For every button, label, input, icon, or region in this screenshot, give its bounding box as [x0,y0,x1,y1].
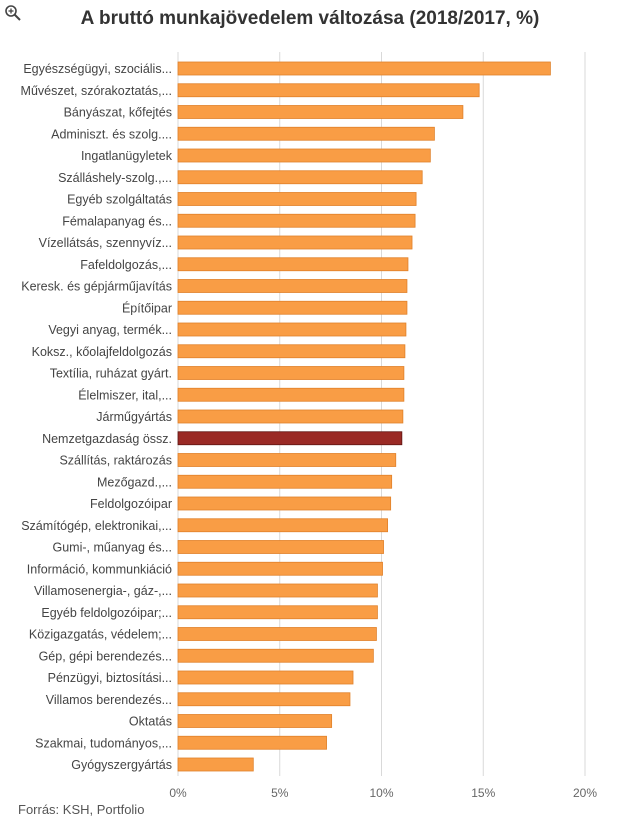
bar[interactable] [177,605,378,620]
category-label: Keresk. és gépjárműjavítás [21,280,172,294]
category-label: Élelmiszer, ital,... [78,387,172,402]
category-label: Művészet, szórakoztatás,... [21,84,172,98]
bar[interactable] [177,518,389,533]
category-label: Járműgyártás [96,410,172,424]
category-label: Információ, kommunkiáció [27,562,172,576]
bar[interactable] [177,83,480,98]
x-tick-label: 5% [271,786,289,800]
bar[interactable] [177,126,435,141]
bar[interactable] [177,409,404,424]
category-label: Nemzetgazdaság össz. [42,432,172,446]
bar[interactable] [177,496,392,511]
bar[interactable] [177,648,374,663]
category-label: Adminiszt. és szolg.... [51,127,172,141]
category-label: Mezőgazd.,... [97,475,172,489]
x-tick-label: 20% [573,786,597,800]
bar[interactable] [177,453,397,467]
source-note: Forrás: KSH, Portfolio [18,802,145,817]
category-label: Számítógép, elektronikai,... [21,519,172,533]
bar[interactable] [177,627,377,641]
category-label: Villamosenergia-, gáz-,... [34,584,172,598]
x-tick-label: 10% [369,786,393,800]
bar[interactable] [177,387,405,402]
bar[interactable] [177,344,406,359]
category-label: Építőipar [122,300,172,315]
x-tick-label: 0% [169,786,187,800]
category-label: Gép, gépi berendezés... [39,649,172,663]
bar[interactable] [177,757,254,772]
bar[interactable] [177,105,464,119]
category-label: Textília, ruházat gyárt. [50,367,172,381]
bar-highlight[interactable] [177,431,403,446]
category-label: Villamos berendezés... [46,693,172,707]
zoom-icon[interactable] [4,4,22,22]
category-label: Egyéb feldolgozóipar;... [41,606,172,620]
chart-title: A bruttó munkajövedelem változása (2018/… [80,8,540,29]
bar[interactable] [177,540,384,554]
category-label: Szálláshely-szolg.,... [58,171,172,185]
bar[interactable] [177,583,378,598]
bar[interactable] [177,148,431,163]
bar[interactable] [177,692,351,707]
category-label: Szakmai, tudományos,... [35,736,172,750]
bar[interactable] [177,170,423,185]
category-label: Vegyi anyag, termék... [48,323,172,337]
bar[interactable] [177,192,417,206]
category-label: Feldolgozóipar [90,497,172,511]
bar[interactable] [177,322,407,337]
category-label: Közigazgatás, védelem;... [29,628,172,642]
category-label: Bányászat, kőfejtés [64,106,172,120]
bar[interactable] [177,213,416,228]
bar[interactable] [177,257,409,272]
bar[interactable] [177,235,413,250]
bar[interactable] [177,474,393,489]
category-label: Egyészségügyi, szociális... [23,62,172,76]
bar[interactable] [177,670,354,685]
category-label: Koksz., kőolajfeldolgozás [32,345,172,359]
bar[interactable] [177,714,333,728]
bar[interactable] [177,735,327,750]
category-label: Fafeldolgozás,... [80,258,172,272]
x-tick-label: 15% [471,786,495,800]
category-label: Szállítás, raktározás [59,454,172,468]
bar[interactable] [177,61,551,76]
category-label: Oktatás [129,715,172,729]
category-labels: Egyészségügyi, szociális... Művészet, szó… [21,62,173,772]
category-label: Gumi-, műanyag és... [53,541,173,555]
bar[interactable] [177,366,405,380]
bar[interactable] [177,300,408,315]
bar[interactable] [177,279,408,293]
category-label: Fémalapanyag és... [62,214,172,228]
category-label: Pénzügyi, biztosítási... [48,671,172,685]
category-label: Vízellátsás, szennyvíz... [39,236,172,250]
category-label: Gyógyszergyártás [71,758,172,772]
category-label: Egyéb szolgáltatás [67,193,172,207]
category-label: Ingatlanügyletek [81,149,173,163]
x-axis-ticks: 0% 5% 10% 15% 20% [169,786,597,800]
bars [177,61,551,772]
bar[interactable] [177,561,383,576]
